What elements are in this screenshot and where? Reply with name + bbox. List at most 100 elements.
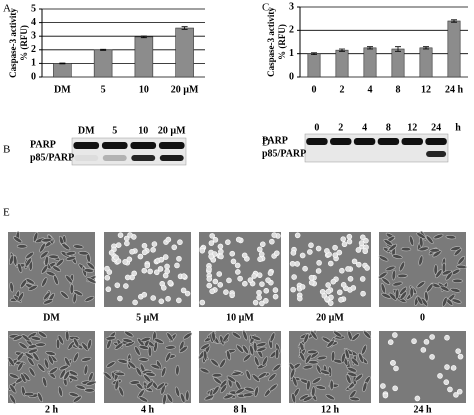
cell	[85, 380, 97, 386]
cell	[65, 274, 73, 284]
cell	[380, 283, 386, 294]
cell	[43, 291, 51, 301]
cell	[251, 373, 261, 383]
cell	[33, 231, 39, 243]
cell	[75, 384, 86, 390]
cell	[272, 363, 282, 372]
cell	[359, 276, 366, 282]
cell	[64, 357, 71, 367]
cell	[28, 367, 36, 377]
lane-label: 20 µM	[158, 125, 186, 136]
cell	[269, 383, 278, 392]
cell	[141, 249, 148, 256]
cell	[27, 348, 39, 354]
cell	[43, 358, 50, 369]
cell	[235, 236, 242, 243]
cell	[165, 351, 172, 362]
cell	[416, 295, 424, 306]
cell	[393, 365, 399, 372]
cell	[176, 255, 182, 262]
cell	[315, 245, 322, 252]
cell	[330, 351, 336, 362]
y-tick-label: 3	[31, 30, 36, 41]
cell	[137, 253, 144, 260]
cell	[122, 338, 133, 343]
cell	[411, 338, 417, 345]
band	[306, 138, 328, 145]
cell	[165, 236, 172, 243]
cell	[241, 252, 248, 259]
cell	[378, 271, 388, 279]
cell	[37, 330, 47, 338]
band	[130, 142, 157, 149]
cell	[253, 341, 258, 353]
cell	[302, 364, 314, 370]
cell	[72, 292, 77, 304]
cell	[132, 299, 138, 306]
lane-label: 5	[112, 125, 117, 136]
panel-label: D	[262, 137, 270, 149]
cell	[346, 371, 358, 377]
cell	[78, 251, 89, 256]
cell	[362, 248, 369, 255]
y-tick-label: 5	[31, 3, 36, 14]
cell	[229, 250, 236, 257]
cell	[457, 256, 466, 265]
cell	[305, 354, 312, 364]
y-axis-label: % (RFU)	[277, 24, 287, 60]
cell	[48, 367, 58, 375]
cell	[231, 371, 242, 376]
cell	[326, 339, 335, 348]
cell	[443, 379, 450, 385]
cell	[122, 259, 128, 265]
cell	[256, 294, 262, 301]
cell	[273, 250, 280, 257]
cell	[182, 332, 193, 340]
cell	[315, 268, 322, 274]
cell	[330, 278, 337, 285]
bar	[134, 36, 154, 78]
cell	[167, 280, 173, 286]
cell	[302, 265, 308, 272]
cell	[17, 262, 23, 274]
cell	[83, 268, 94, 273]
bar	[335, 49, 349, 78]
cell	[124, 240, 130, 247]
cell	[274, 348, 280, 360]
cell	[268, 373, 277, 382]
cell	[349, 396, 360, 402]
cell	[450, 246, 461, 251]
micrograph	[104, 232, 191, 307]
cell	[452, 278, 463, 283]
bar	[391, 48, 405, 78]
cell	[456, 388, 463, 395]
cell	[211, 373, 223, 378]
x-tick-label: 20 µM	[171, 84, 199, 95]
cell	[388, 292, 397, 301]
cell	[341, 352, 346, 363]
cell	[138, 345, 150, 350]
cell	[48, 254, 60, 259]
cell	[65, 330, 70, 342]
cell	[445, 271, 453, 281]
cell	[437, 373, 443, 379]
x-tick-label: 24 h	[445, 84, 464, 95]
cell	[399, 261, 406, 272]
cell	[450, 287, 461, 293]
cell	[263, 298, 269, 304]
panel-label: A	[3, 3, 11, 15]
cell	[158, 298, 165, 305]
cell	[104, 265, 110, 272]
cell	[244, 386, 255, 392]
cell	[16, 244, 28, 249]
cell	[453, 392, 459, 398]
cell	[347, 276, 354, 282]
cell	[61, 243, 71, 251]
cell	[392, 281, 403, 287]
x-tick-label: 8	[396, 84, 401, 95]
cell	[105, 286, 112, 293]
cell	[358, 240, 365, 246]
cell	[242, 353, 252, 362]
bar	[363, 47, 377, 78]
cell	[41, 277, 48, 287]
